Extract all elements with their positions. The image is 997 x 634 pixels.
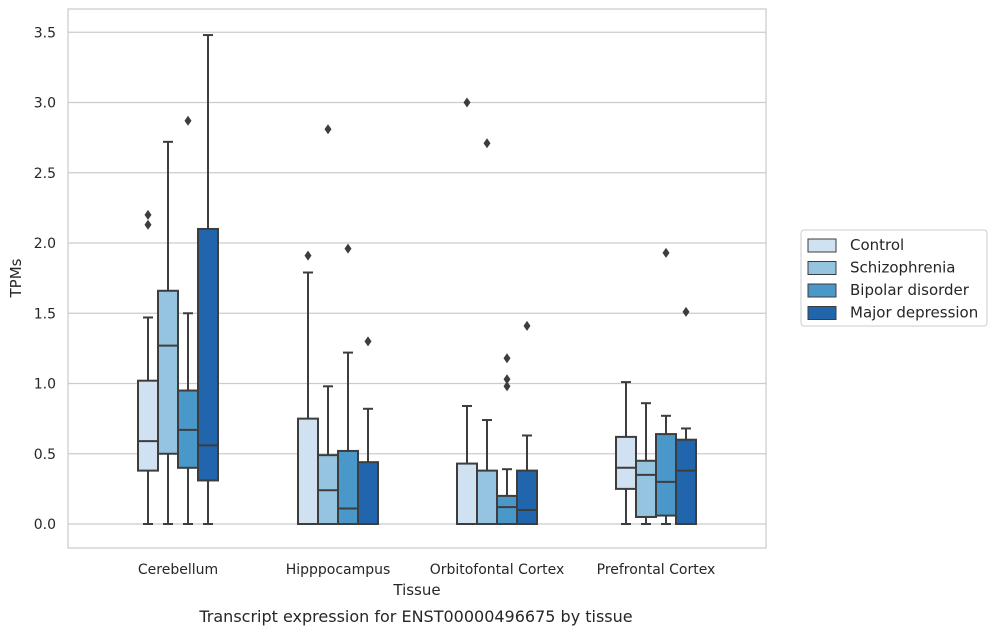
- outlier-point: [503, 381, 511, 392]
- outlier-point: [304, 250, 312, 261]
- box-group: [177, 115, 199, 525]
- box-iqr: [137, 379, 159, 472]
- x-axis-title: Tissue: [392, 581, 440, 599]
- figure-caption: Transcript expression for ENST0000049667…: [198, 607, 632, 626]
- box-iqr: [496, 494, 518, 525]
- outlier-point: [324, 124, 332, 135]
- box-group: [157, 140, 179, 525]
- y-tick-label: 1.0: [34, 377, 56, 393]
- legend-label: Bipolar disorder: [850, 281, 970, 299]
- outlier-point: [364, 336, 372, 347]
- box-iqr: [655, 433, 677, 517]
- box-iqr: [456, 462, 478, 525]
- outlier-point: [523, 320, 531, 331]
- legend-label: Schizophrenia: [850, 259, 955, 277]
- outlier-point: [662, 247, 670, 258]
- y-tick-label: 1.5: [34, 306, 56, 322]
- y-tick-label: 0.0: [34, 517, 56, 533]
- box-iqr: [297, 417, 319, 525]
- box-group: [337, 243, 359, 525]
- legend-swatch: [807, 261, 837, 275]
- box-iqr: [357, 461, 379, 525]
- box-iqr: [675, 438, 697, 526]
- legend-label: Major depression: [850, 304, 978, 322]
- x-tick-label: Cerebellum: [138, 562, 218, 578]
- outlier-point: [144, 209, 152, 220]
- box-iqr: [516, 469, 538, 525]
- legend-swatch: [807, 306, 837, 320]
- box-iqr: [157, 289, 179, 455]
- y-tick-label: 2.5: [34, 166, 56, 182]
- legend-swatch: [807, 238, 837, 253]
- box-groups: [137, 34, 697, 526]
- outlier-point: [344, 243, 352, 254]
- x-tick-label: Hipppocampus: [286, 562, 391, 578]
- outlier-point: [483, 138, 491, 149]
- box-group: [137, 209, 159, 525]
- x-tick-labels: Cerebellum Hipppocampus Orbitofontal Corte…: [138, 562, 715, 578]
- box-group: [317, 124, 339, 525]
- legend-label: Control: [850, 236, 904, 254]
- outlier-point: [144, 219, 152, 230]
- outlier-point: [682, 306, 690, 317]
- x-tick-label: Orbitofontal Cortex: [430, 562, 565, 578]
- box-group: [357, 336, 379, 525]
- y-tick-label: 2.0: [34, 236, 56, 252]
- plot-frame: [67, 8, 767, 549]
- outlier-point: [184, 115, 192, 126]
- box-group: [197, 34, 219, 525]
- legend: Control Schizophrenia Bipolar disorder Majo…: [800, 229, 988, 327]
- y-axis-title: TPMs: [7, 258, 25, 298]
- box-iqr: [337, 449, 359, 525]
- outlier-point: [463, 97, 471, 108]
- legend-frame: [800, 229, 988, 327]
- box-group: [496, 353, 518, 525]
- outlier-point: [503, 374, 511, 385]
- box-iqr: [197, 227, 219, 482]
- box-iqr: [615, 435, 637, 490]
- y-tick-label: 3.0: [34, 96, 56, 112]
- box-group: [456, 97, 478, 525]
- y-tick-label: 3.5: [34, 25, 56, 41]
- box-group: [635, 402, 657, 525]
- y-tick-label: 0.5: [34, 447, 56, 463]
- box-iqr: [635, 459, 657, 518]
- outlier-point: [503, 353, 511, 364]
- box-group: [675, 306, 697, 526]
- legend-swatch: [807, 283, 837, 298]
- box-group: [297, 250, 319, 525]
- box-group: [655, 247, 677, 525]
- box-iqr: [476, 469, 498, 525]
- x-tick-label: Prefrontal Cortex: [597, 562, 716, 578]
- box-group: [516, 320, 538, 525]
- y-tick-labels: 0.0 0.5 1.0 1.5 2.0 2.5 3.0 3.5: [34, 25, 56, 533]
